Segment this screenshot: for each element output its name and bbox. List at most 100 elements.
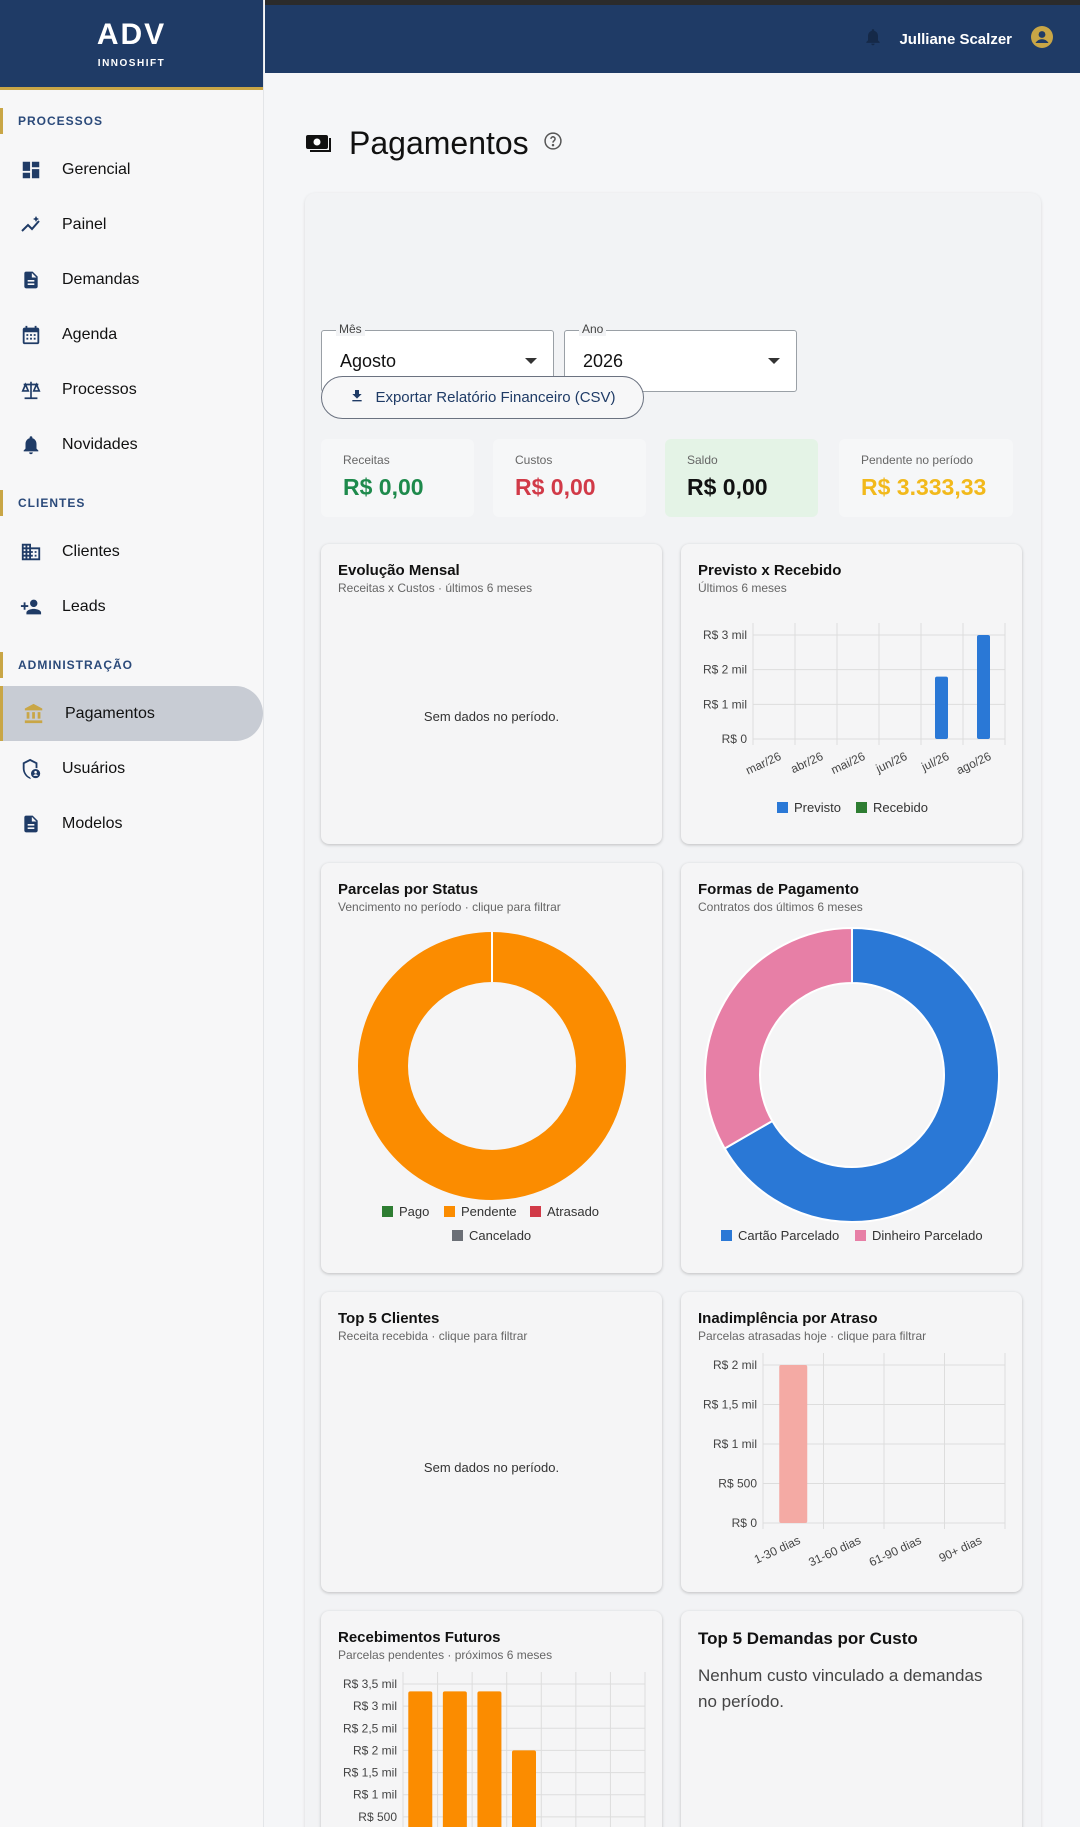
y-tick-label: R$ 3 mil [353, 1699, 397, 1713]
card-title: Top 5 Clientes [338, 1310, 440, 1327]
brand-logo[interactable]: ADV INNOSHIFT [0, 0, 263, 90]
card-title: Inadimplência por Atraso [698, 1310, 878, 1327]
card-subtitle: Contratos dos últimos 6 meses [698, 900, 863, 914]
payments-icon [305, 129, 333, 158]
brand-name: ADV [96, 18, 167, 51]
empty-message: Sem dados no período. [423, 709, 560, 724]
scale-icon [18, 377, 44, 403]
kpi-value: R$ 0,00 [515, 474, 596, 500]
card-subtitle: Parcelas pendentes · próximos 6 meses [338, 1648, 553, 1662]
sidebar-item-painel[interactable]: Painel [0, 197, 263, 252]
card-title: Parcelas por Status [338, 881, 479, 898]
bar [477, 1691, 502, 1827]
legend-swatch [856, 802, 867, 813]
kpi-label: Receitas [343, 453, 390, 467]
legend-label: Previsto [794, 800, 841, 815]
year-select-value: 2026 [583, 351, 624, 371]
bar [935, 676, 948, 739]
sidebar-item-leads[interactable]: Leads [0, 579, 263, 634]
card-title: Formas de Pagamento [698, 881, 859, 898]
legend-label: Atrasado [547, 1204, 599, 1219]
sidebar-item-demandas[interactable]: Demandas [0, 252, 263, 307]
y-tick-label: R$ 1 mil [353, 1788, 397, 1802]
legend-swatch [777, 802, 788, 813]
export-csv-label: Exportar Relatório Financeiro (CSV) [375, 389, 616, 406]
kpi-label: Custos [515, 453, 553, 467]
legend-label: Pendente [461, 1204, 517, 1219]
y-tick-label: R$ 2 mil [713, 1358, 757, 1372]
card-inadimplencia: Inadimplência por Atraso Parcelas atrasa… [681, 1292, 1022, 1592]
legend-label: Cancelado [469, 1228, 531, 1243]
y-tick-label: R$ 0 [722, 732, 748, 746]
card-evolucao-mensal: Evolução Mensal Receitas x Custos · últi… [321, 544, 662, 844]
sidebar-item-modelos[interactable]: Modelos [0, 796, 263, 851]
download-icon [349, 388, 375, 408]
card-parcelas-status: Parcelas por Status Vencimento no períod… [321, 863, 662, 1273]
y-tick-label: R$ 1 mil [703, 697, 747, 711]
sidebar-item-agenda[interactable]: Agenda [0, 307, 263, 362]
x-tick-label: mar/26 [743, 749, 783, 778]
y-tick-label: R$ 500 [358, 1810, 397, 1824]
sidebar-item-usuarios[interactable]: Usuários [0, 741, 263, 796]
sidebar-section-processos: PROCESSOS Gerencial Painel Demandas Agen… [0, 108, 263, 472]
year-select-label: Ano [579, 322, 607, 336]
x-tick-label: 90+ dias [937, 1533, 984, 1565]
legend-label: Cartão Parcelado [738, 1228, 839, 1243]
legend-swatch [721, 1230, 732, 1241]
kpi-saldo: Saldo R$ 0,00 [665, 439, 818, 517]
chevron-down-icon [768, 358, 780, 364]
x-tick-label: abr/26 [789, 749, 826, 776]
sidebar-item-gerencial[interactable]: Gerencial [0, 142, 263, 197]
sidebar-item-processos[interactable]: Processos [0, 362, 263, 417]
sidebar-section-title: CLIENTES [0, 490, 263, 516]
sidebar-item-label: Usuários [62, 759, 126, 777]
bank-icon [21, 701, 47, 727]
sidebar-section-title: ADMINISTRAÇÃO [0, 652, 263, 678]
x-tick-label: 1-30 dias [752, 1533, 803, 1567]
year-select[interactable]: Ano 2026 [564, 322, 797, 392]
sidebar-item-label: Modelos [62, 814, 123, 832]
legend-label: Dinheiro Parcelado [872, 1228, 983, 1243]
export-csv-button[interactable]: Exportar Relatório Financeiro (CSV) [321, 376, 644, 419]
y-tick-label: R$ 2,5 mil [343, 1721, 397, 1735]
card-subtitle: Últimos 6 meses [698, 581, 787, 595]
kpi-label: Pendente no período [861, 453, 974, 467]
month-select-label: Mês [336, 322, 365, 336]
sidebar-item-clientes[interactable]: Clientes [0, 524, 263, 579]
bar [442, 1691, 467, 1827]
brand-subtitle: INNOSHIFT [97, 58, 166, 69]
card-subtitle: Parcelas atrasadas hoje · clique para fi… [698, 1329, 927, 1343]
dashboard-icon [18, 157, 44, 183]
kpi-value: R$ 0,00 [687, 474, 768, 500]
inadimplencia-chart[interactable]: R$ 0 R$ 500 R$ 1 mil R$ 1,5 mil R$ 2 mil 1-30… [681, 1292, 1022, 1592]
chevron-down-icon [525, 358, 537, 364]
account-circle-icon[interactable] [1030, 25, 1054, 54]
card-subtitle: Receita recebida · clique para filtrar [338, 1329, 528, 1343]
legend-swatch [855, 1230, 866, 1241]
sidebar-item-label: Processos [62, 380, 137, 398]
sidebar-item-novidades[interactable]: Novidades [0, 417, 263, 472]
parcelas-status-chart[interactable]: Pago Pendente Atrasado Cancelado [321, 863, 662, 1273]
y-tick-label: R$ 2 mil [353, 1743, 397, 1757]
sidebar-item-pagamentos[interactable]: Pagamentos [0, 686, 263, 741]
pie-slice [358, 932, 626, 1200]
sidebar-section-clientes: CLIENTES Clientes Leads [0, 490, 263, 634]
formas-pagamento-chart: Cartão Parcelado Dinheiro Parcelado [704, 926, 1000, 1243]
kpi-label: Saldo [687, 453, 718, 467]
notifications-bell-icon[interactable] [863, 27, 883, 52]
y-tick-label: R$ 500 [718, 1477, 757, 1491]
shield-user-icon [18, 756, 44, 782]
card-title: Previsto x Recebido [698, 562, 842, 579]
sidebar-item-label: Clientes [62, 542, 120, 560]
x-tick-label: jun/26 [873, 749, 910, 776]
user-name[interactable]: Julliane Scalzer [899, 30, 1012, 48]
legend-swatch [382, 1206, 393, 1217]
help-icon[interactable] [543, 131, 563, 156]
sidebar-item-label: Painel [62, 215, 107, 233]
bar [512, 1750, 536, 1827]
sidebar-item-label: Pagamentos [65, 704, 155, 722]
bar [779, 1365, 808, 1523]
kpi-pendente: Pendente no período R$ 3.333,33 [839, 439, 1013, 517]
card-top5-demandas: Top 5 Demandas por Custo Nenhum custo vi… [681, 1611, 1022, 1827]
